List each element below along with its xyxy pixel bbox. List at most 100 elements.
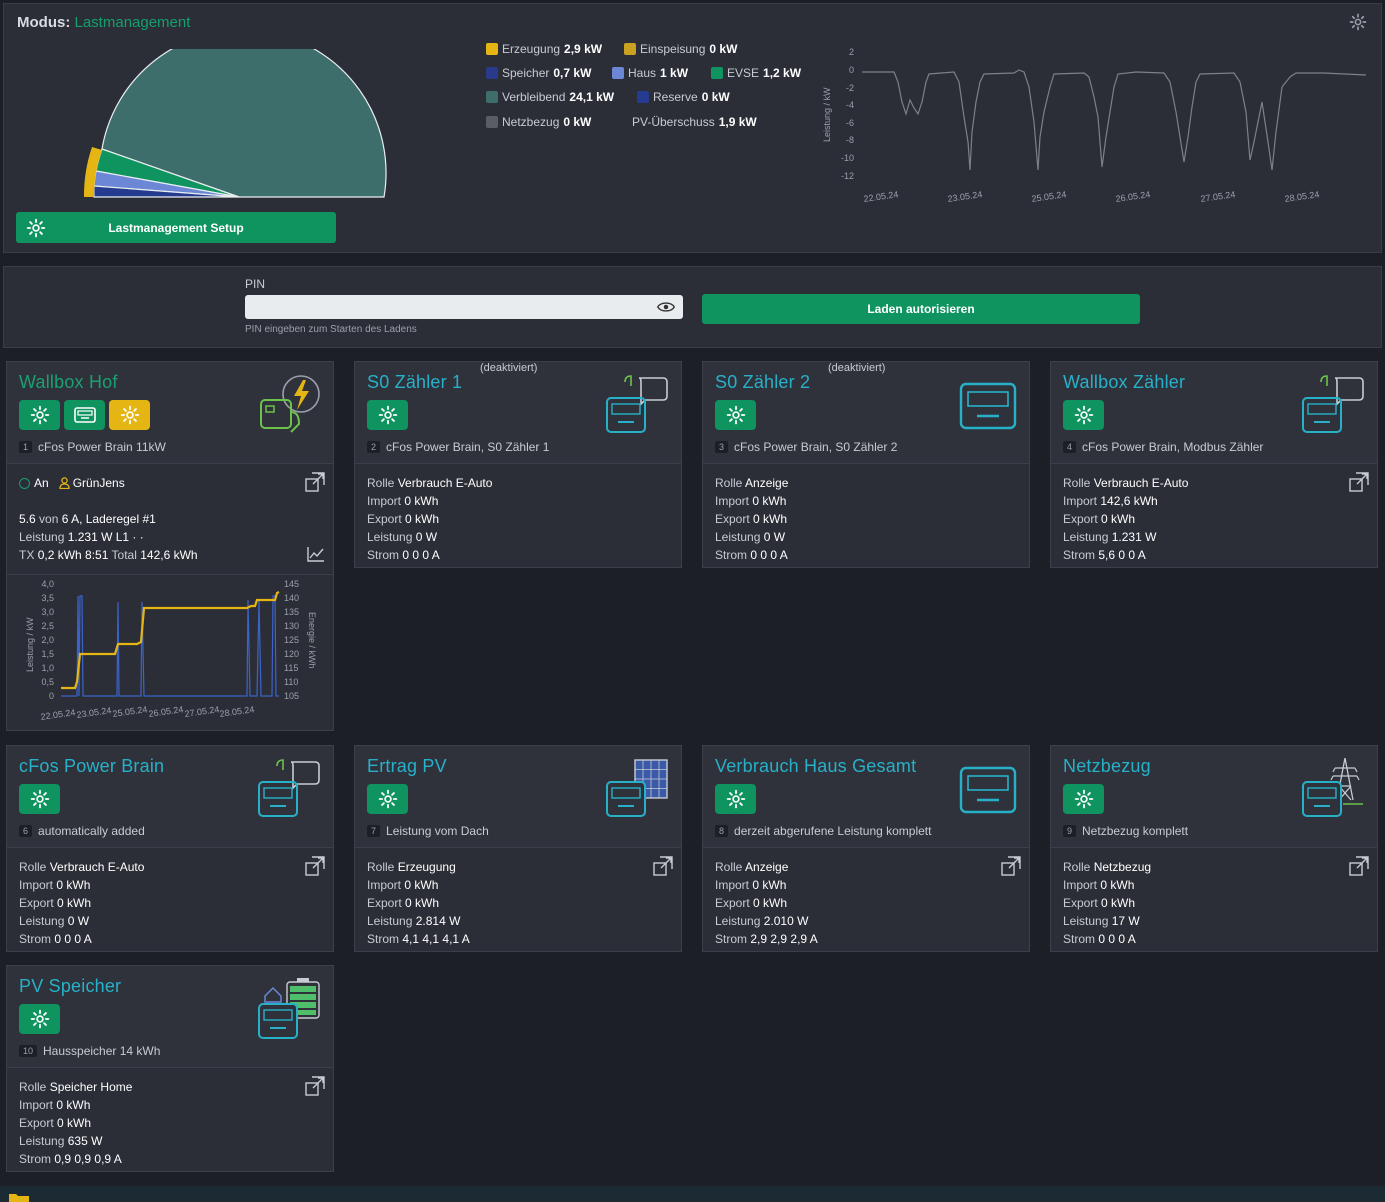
legend-label: EVSE xyxy=(727,66,760,80)
pin-label: PIN xyxy=(245,277,266,291)
field-label: Strom xyxy=(367,932,400,946)
field-label: Export xyxy=(367,512,402,526)
user-name: GrünJens xyxy=(72,476,125,490)
strom-row: Strom 4,1 4,1 4,1 A xyxy=(367,930,669,948)
settings-button[interactable] xyxy=(1063,400,1104,430)
eye-icon[interactable] xyxy=(657,300,675,314)
card-title[interactable]: Wallbox Zähler xyxy=(1063,372,1186,392)
settings-button[interactable] xyxy=(1063,784,1104,814)
strom-row: Strom 0 0 0 A xyxy=(19,930,321,948)
gear-icon xyxy=(726,789,745,809)
field-value: 0 W xyxy=(763,530,786,544)
card-title[interactable]: Netzbezug xyxy=(1063,756,1151,776)
authorize-charging-button[interactable]: Laden autorisieren xyxy=(702,294,1140,324)
card-actions xyxy=(367,784,408,814)
card-title[interactable]: Ertrag PV xyxy=(367,756,447,776)
gear-icon xyxy=(120,405,139,425)
field-value: Speicher Home xyxy=(49,1080,133,1094)
meter-button[interactable] xyxy=(64,400,105,430)
device-number: 9 xyxy=(1063,825,1077,837)
pin-input[interactable] xyxy=(245,295,645,319)
folder-icon[interactable] xyxy=(8,1192,30,1202)
field-label: Leistung xyxy=(1063,914,1109,928)
expand-icon[interactable] xyxy=(305,1076,325,1096)
expand-icon[interactable] xyxy=(305,472,325,492)
legend-label: Netzbezug xyxy=(502,115,560,129)
card-title[interactable]: Verbrauch Haus Gesamt xyxy=(715,756,917,776)
settings-button[interactable] xyxy=(19,1004,60,1034)
card-title[interactable]: Wallbox Hof xyxy=(19,372,118,392)
field-value: 0 kWh xyxy=(57,1116,92,1130)
field-label: Import xyxy=(1063,494,1098,508)
x-tick: 25.05.24 xyxy=(1031,189,1067,204)
gear-icon xyxy=(378,405,397,425)
card-subtitle: 8 derzeit abgerufene Leistung komplett xyxy=(715,824,931,838)
field-label: Export xyxy=(1063,512,1098,526)
chart-toggle-icon[interactable] xyxy=(307,546,325,562)
device-description: Hausspeicher 14 kWh xyxy=(43,1044,161,1058)
export-row: Export 0 kWh xyxy=(19,894,321,912)
legend-swatch xyxy=(486,67,498,79)
legend-evse: EVSE 1,2 kW xyxy=(711,66,801,80)
device-card-wallbox-hof: Wallbox Hof 1 cFos Power Brain 11kW An Gr… xyxy=(6,361,334,731)
device-number: 3 xyxy=(715,441,729,453)
card-title[interactable]: cFos Power Brain xyxy=(19,756,165,776)
y-tick: 0,5 xyxy=(41,677,54,687)
power-label: Leistung xyxy=(19,530,65,544)
y-tick: 140 xyxy=(284,593,299,603)
field-value: 0 0 0 A xyxy=(402,548,440,562)
settings-button[interactable] xyxy=(715,784,756,814)
chart-ylabel-left: Leistung / kW xyxy=(25,617,35,672)
export-row: Export 0 kWh xyxy=(715,510,1017,528)
expand-icon[interactable] xyxy=(1349,856,1369,876)
field-value: 0 kWh xyxy=(753,512,788,526)
settings-gear-icon[interactable] xyxy=(1349,13,1367,31)
device-card-ertrag-pv: Ertrag PV 7 Leistung vom Dach Rolle Erzeu… xyxy=(354,745,682,952)
field-value: 4,1 4,1 4,1 A xyxy=(402,932,470,946)
expand-icon[interactable] xyxy=(1001,856,1021,876)
expand-icon[interactable] xyxy=(305,856,325,876)
meter-icon xyxy=(73,407,96,423)
settings-button[interactable] xyxy=(19,400,60,430)
card-body: Rolle Speicher Home Import 0 kWh Export … xyxy=(7,1068,333,1174)
field-value: 0 kWh xyxy=(753,896,788,910)
card-header: Verbrauch Haus Gesamt 8 derzeit abgerufen… xyxy=(703,746,1029,848)
expand-icon[interactable] xyxy=(1349,472,1369,492)
settings-button[interactable] xyxy=(19,784,60,814)
charging-rule-button[interactable] xyxy=(109,400,150,430)
card-body: Rolle Anzeige Import 0 kWh Export 0 kWh … xyxy=(703,464,1029,570)
settings-button[interactable] xyxy=(715,400,756,430)
export-row: Export 0 kWh xyxy=(1063,510,1365,528)
export-row: Export 0 kWh xyxy=(19,1114,321,1132)
power-row: Leistung 1.231 W L1 · · xyxy=(19,528,321,546)
field-label: Leistung xyxy=(367,914,413,928)
lastmanagement-setup-button[interactable]: Lastmanagement Setup xyxy=(16,212,336,243)
rolle-row: Rolle Verbrauch E-Auto xyxy=(19,858,321,876)
expand-icon[interactable] xyxy=(653,856,673,876)
y-tick: 120 xyxy=(284,649,299,659)
field-label: Leistung xyxy=(1063,530,1109,544)
settings-button[interactable] xyxy=(367,400,408,430)
settings-button[interactable] xyxy=(367,784,408,814)
field-label: Rolle xyxy=(367,860,395,874)
field-label: Rolle xyxy=(19,1080,47,1094)
card-title[interactable]: S0 Zähler 2 xyxy=(715,372,811,392)
leistung-row: Leistung 17 W xyxy=(1063,912,1365,930)
user-icon xyxy=(59,477,70,489)
rolle-row: Rolle Netzbezug xyxy=(1063,858,1365,876)
user-indicator[interactable]: GrünJens xyxy=(59,474,125,492)
device-number: 6 xyxy=(19,825,33,837)
rolle-row: Rolle Speicher Home xyxy=(19,1078,321,1096)
card-title[interactable]: S0 Zähler 1 xyxy=(367,372,463,392)
leistung-row: Leistung 2.010 W xyxy=(715,912,1017,930)
card-header: Wallbox Hof 1 cFos Power Brain 11kW xyxy=(7,362,333,464)
card-title[interactable]: PV Speicher xyxy=(19,976,122,996)
device-description: Netzbezug komplett xyxy=(1082,824,1189,838)
legend-label: Speicher xyxy=(502,66,550,80)
field-value: Anzeige xyxy=(745,860,789,874)
mode-label: Modus: xyxy=(17,14,71,31)
y-tick: 105 xyxy=(284,691,299,701)
leistung-row: Leistung 1.231 W xyxy=(1063,528,1365,546)
field-value: 0 W xyxy=(415,530,438,544)
field-value: 2.010 W xyxy=(763,914,809,928)
